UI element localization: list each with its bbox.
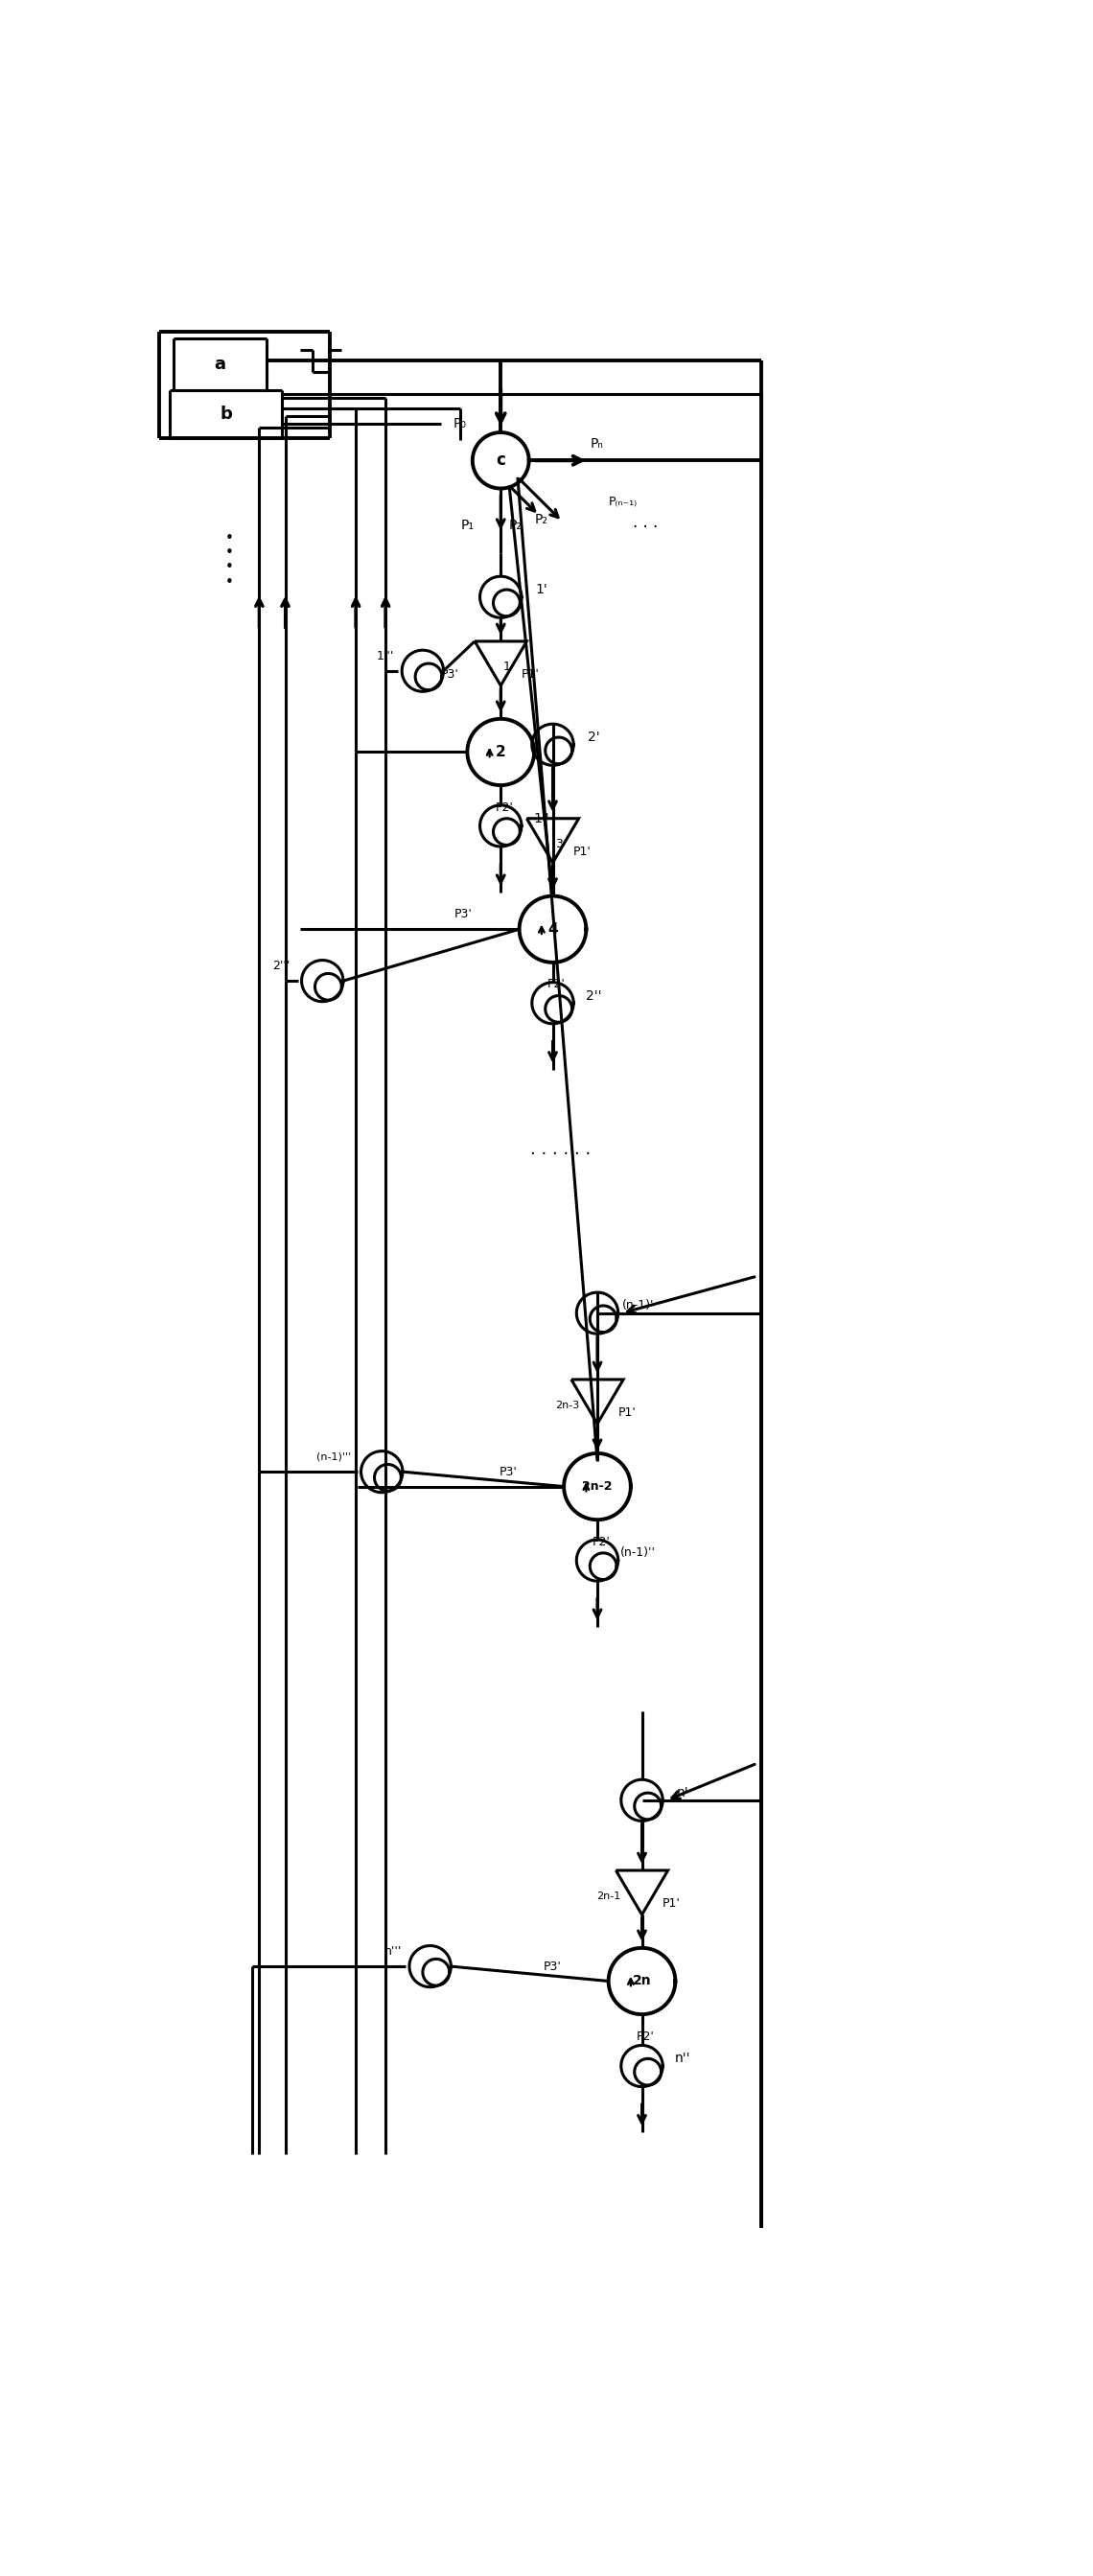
Text: 1'': 1'' bbox=[533, 811, 550, 824]
Text: · · ·: · · · bbox=[633, 518, 658, 536]
Text: P3': P3' bbox=[442, 667, 459, 680]
Text: Pₙ: Pₙ bbox=[590, 438, 604, 451]
Text: 2'': 2'' bbox=[586, 989, 601, 1002]
Text: P₍ₙ₋₁₎: P₍ₙ₋₁₎ bbox=[609, 495, 637, 507]
Text: 1''': 1''' bbox=[377, 649, 395, 662]
Text: 2n: 2n bbox=[633, 1973, 651, 1989]
Text: 2': 2' bbox=[588, 732, 600, 744]
Text: P₀: P₀ bbox=[454, 417, 467, 430]
Text: 1': 1' bbox=[536, 582, 548, 595]
Text: •: • bbox=[225, 562, 234, 574]
Text: P1': P1' bbox=[618, 1406, 636, 1419]
Text: · · · · · ·: · · · · · · bbox=[530, 1146, 590, 1162]
Text: 2n-2: 2n-2 bbox=[583, 1481, 612, 1492]
Text: 2''': 2''' bbox=[273, 961, 291, 971]
Text: P3': P3' bbox=[543, 1960, 562, 1973]
Text: P1': P1' bbox=[521, 667, 540, 680]
Text: P₂: P₂ bbox=[534, 513, 549, 526]
Text: P2': P2' bbox=[636, 2030, 655, 2043]
Text: P₁: P₁ bbox=[460, 518, 474, 533]
Text: P₂: P₂ bbox=[509, 518, 522, 533]
Text: b: b bbox=[220, 404, 232, 422]
Text: P2': P2' bbox=[548, 979, 565, 992]
Text: •: • bbox=[225, 531, 234, 546]
Text: c: c bbox=[496, 451, 505, 469]
Text: P2': P2' bbox=[592, 1535, 610, 1548]
Text: (n-1)''': (n-1)''' bbox=[316, 1453, 351, 1461]
Text: 4: 4 bbox=[548, 922, 557, 938]
Text: n': n' bbox=[677, 1785, 689, 1801]
Text: (n-1)': (n-1)' bbox=[622, 1298, 655, 1311]
Text: P1': P1' bbox=[662, 1899, 681, 1909]
Text: P1': P1' bbox=[574, 845, 591, 858]
Text: a: a bbox=[214, 355, 225, 374]
Text: P3': P3' bbox=[455, 909, 472, 920]
Text: 1: 1 bbox=[503, 662, 510, 672]
Text: 2n-3: 2n-3 bbox=[555, 1401, 579, 1409]
Text: n''': n''' bbox=[384, 1945, 402, 1958]
Text: •: • bbox=[225, 574, 234, 590]
Text: P3': P3' bbox=[500, 1466, 517, 1479]
Text: P2': P2' bbox=[495, 801, 514, 814]
Text: 2: 2 bbox=[495, 744, 506, 760]
Text: 3: 3 bbox=[555, 837, 563, 850]
Text: •: • bbox=[225, 546, 234, 559]
Text: (n-1)'': (n-1)'' bbox=[621, 1546, 656, 1558]
Text: n'': n'' bbox=[674, 2053, 691, 2066]
Text: 2n-1: 2n-1 bbox=[597, 1891, 621, 1901]
